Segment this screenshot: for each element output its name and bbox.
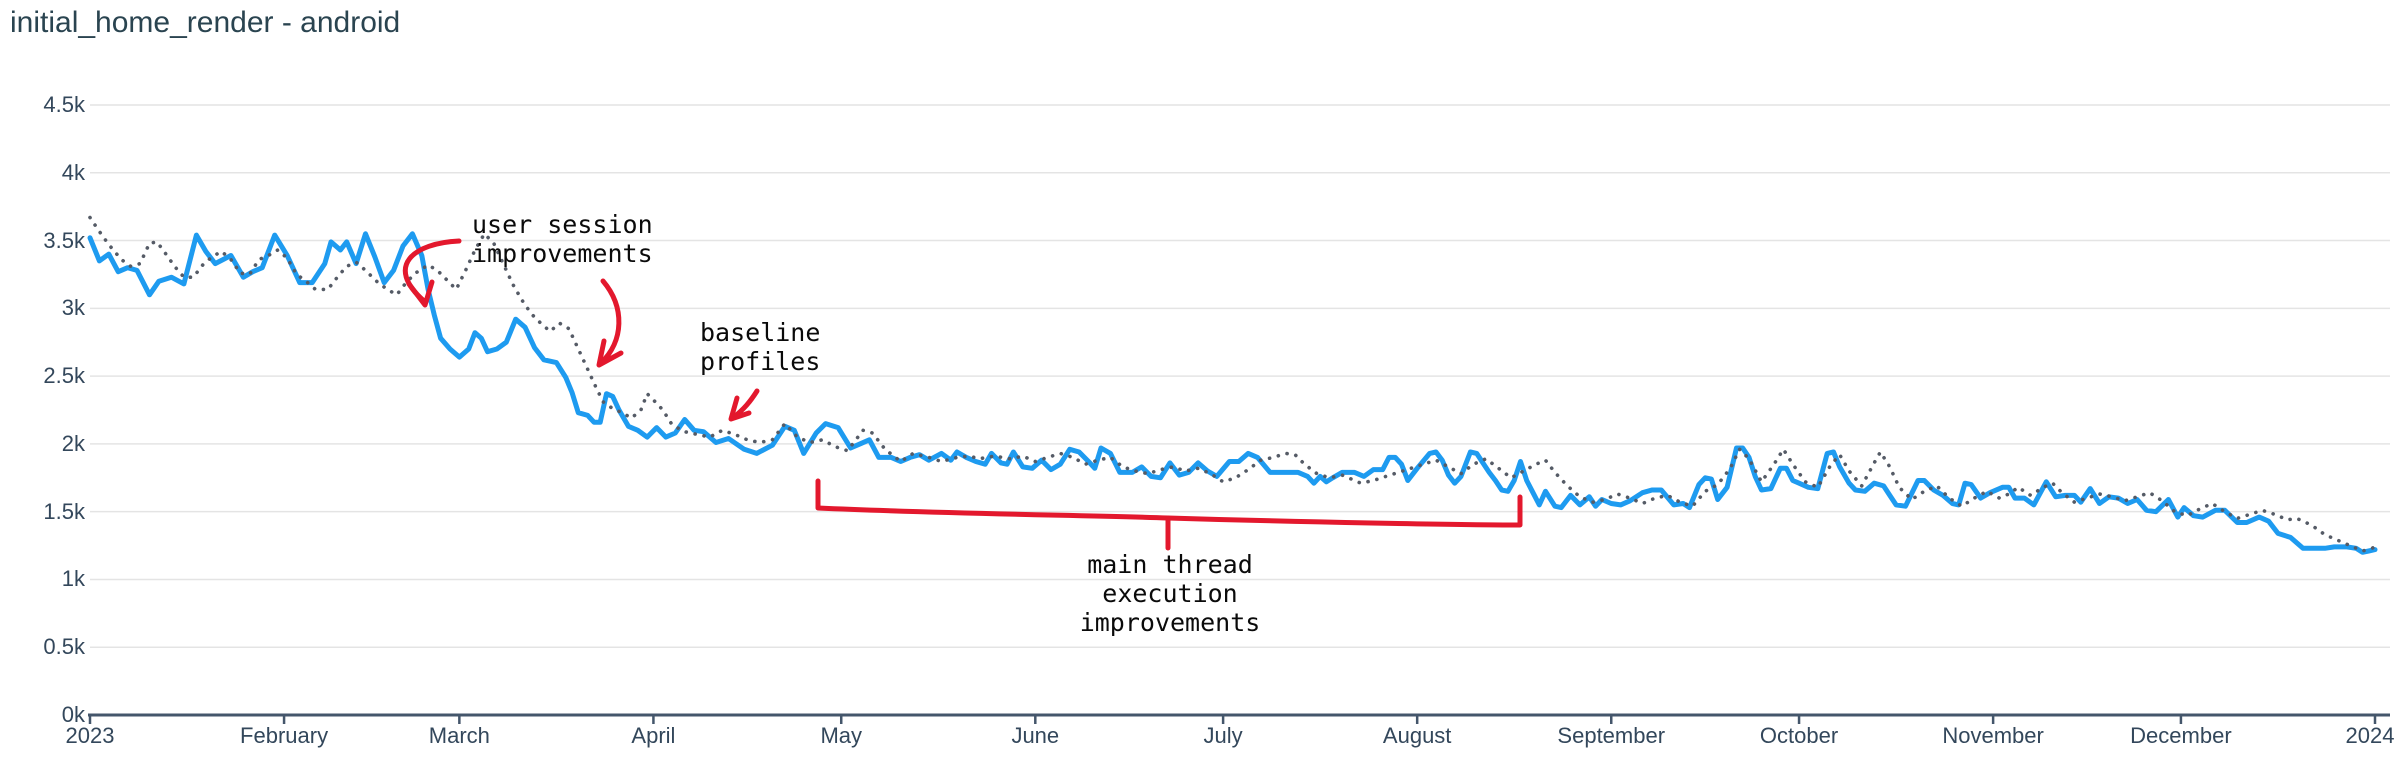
y-axis-label: 0.5k — [43, 634, 85, 660]
x-axis-label-month: November — [1942, 723, 2044, 748]
x-axis-label-start: 2023 — [65, 723, 115, 748]
x-axis-label-month: April — [631, 723, 676, 748]
user-session-mark — [406, 279, 435, 308]
y-axis-label: 4k — [61, 159, 85, 185]
y-axis-label: 1.5k — [43, 498, 85, 524]
series-line-solid — [87, 231, 2378, 555]
chart-title: initial_home_render - android — [10, 6, 401, 39]
x-axis-label-month: December — [2130, 723, 2232, 748]
annotation-main-thread: main thread execution improvements — [1079, 550, 1261, 637]
x-axis-label-month: October — [1759, 723, 1839, 748]
x-axis-label-month: July — [1203, 723, 1243, 748]
x-axis-label-month: March — [428, 723, 490, 748]
y-axis-label: 1k — [61, 566, 85, 592]
y-axis-label: 2.5k — [43, 363, 85, 389]
x-axis-label-month: February — [240, 723, 329, 748]
x-axis-label-month: August — [1382, 723, 1452, 748]
x-axis-label-month: September — [1557, 723, 1666, 748]
x-axis-label-end: 2024 — [2345, 723, 2394, 748]
user-session-mark — [598, 278, 622, 366]
annotation-user-session: user session improvements — [472, 210, 653, 268]
series-line-dotted — [88, 215, 2377, 553]
annotation-baseline-profiles: baseline profiles — [700, 318, 821, 376]
user-session-mark — [596, 338, 624, 368]
y-axis-label: 2k — [61, 430, 85, 456]
y-axis-label: 4.5k — [43, 92, 85, 117]
x-axis-label-month: May — [820, 723, 862, 748]
baseline-profiles-mark — [728, 395, 752, 422]
y-axis-label: 3.5k — [43, 227, 85, 253]
x-axis-label-month: June — [1011, 723, 1060, 748]
y-axis-label: 0k — [61, 702, 85, 727]
y-axis-label: 3k — [61, 295, 85, 321]
